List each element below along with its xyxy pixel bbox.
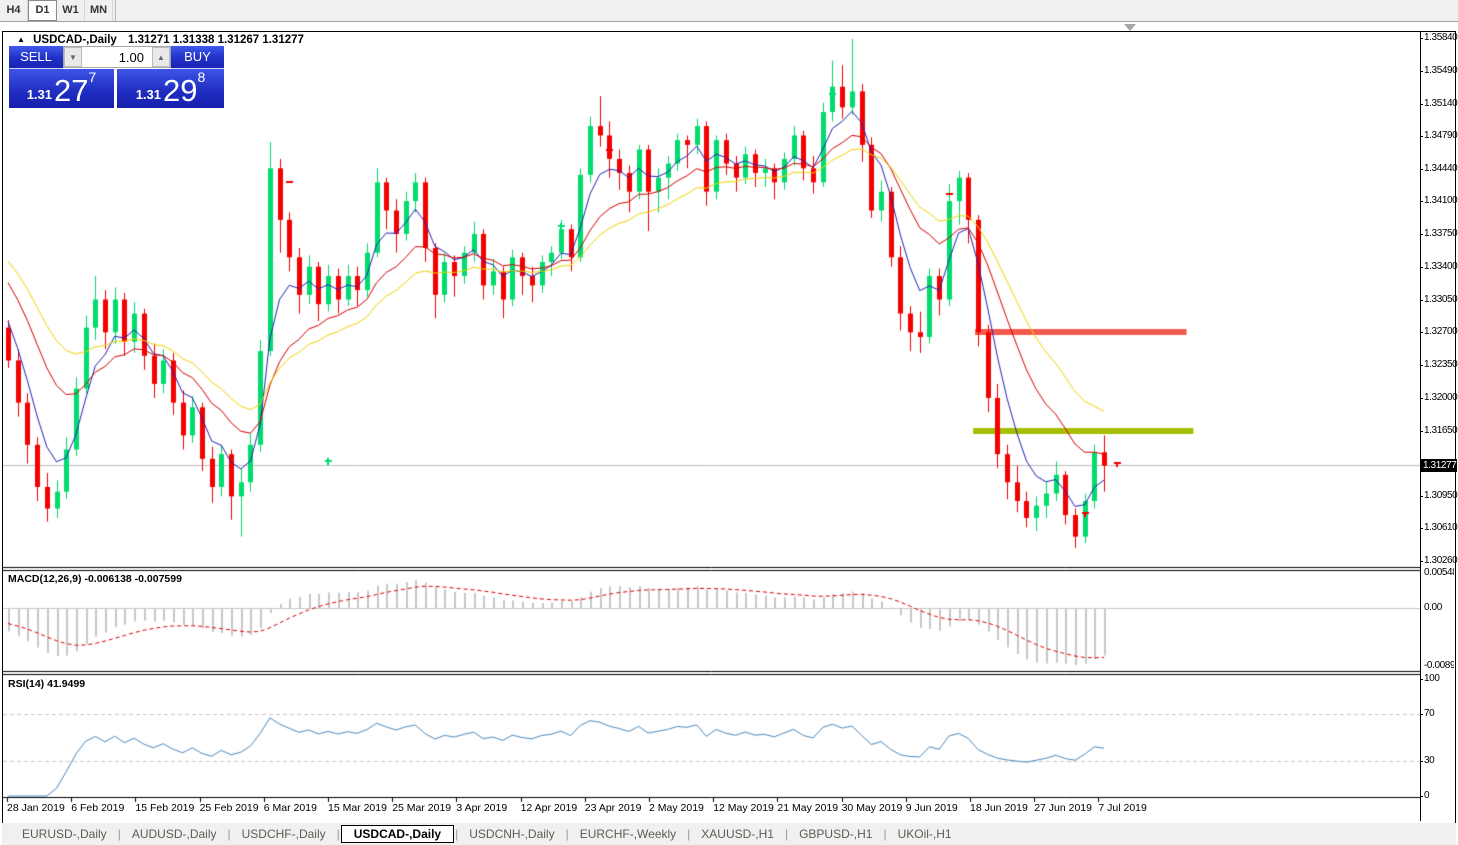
bid-big-digits: 27 xyxy=(54,73,89,108)
rsi-axis-label: 30 xyxy=(1419,754,1435,766)
macd-axis-label: 0.00 xyxy=(1424,602,1454,614)
volume-input[interactable] xyxy=(82,47,152,67)
time-axis-label: 30 May 2019 xyxy=(841,802,903,814)
time-axis-label: 25 Mar 2019 xyxy=(392,802,452,814)
price-axis-label: 1.33750 xyxy=(1419,227,1458,239)
bid-quote[interactable]: 1.31 27 7 xyxy=(9,69,114,108)
price-axis-label: 1.31650 xyxy=(1419,424,1458,436)
time-axis-label: 12 Apr 2019 xyxy=(520,802,578,814)
price-axis-label: 1.35140 xyxy=(1419,97,1458,109)
timeframe-button-mn[interactable]: MN xyxy=(85,0,113,21)
time-axis-label: 6 Mar 2019 xyxy=(263,802,317,814)
tab-xauusd-h1[interactable]: XAUUSD-,H1 xyxy=(701,827,774,841)
macd-name: MACD(12,26,9) xyxy=(8,573,82,585)
ask-pipette: 8 xyxy=(197,69,206,85)
price-axis-label: 1.30950 xyxy=(1419,490,1458,502)
rsi-axis-label: 70 xyxy=(1419,708,1435,720)
tab-eurchf-weekly[interactable]: EURCHF-,Weekly xyxy=(579,827,677,841)
timeframe-button-d1[interactable]: D1 xyxy=(28,0,57,21)
toolbar-divider xyxy=(115,0,116,21)
chart-title: ▲ USDCAD-,Daily 1.31271 1.31338 1.31267 … xyxy=(17,34,304,46)
price-axis-label: 1.33400 xyxy=(1419,260,1458,272)
tab-separator: | xyxy=(227,827,231,841)
time-axis-label: 3 Apr 2019 xyxy=(456,802,508,814)
macd-axis-label: -0.008979 xyxy=(1424,660,1454,671)
chart-tabs: EURUSD-,Daily | AUDUSD-,Daily | USDCHF-,Dail… xyxy=(2,823,1456,845)
time-axis[interactable]: 28 Jan 2019 6 Feb 2019 15 Feb 2019 25 Feb 2… xyxy=(3,799,1420,821)
ask-big-digits: 29 xyxy=(163,73,198,108)
time-axis-label: 27 Jun 2019 xyxy=(1034,802,1092,814)
scroll-to-end-icon[interactable] xyxy=(1124,24,1136,31)
time-axis-label: 7 Jul 2019 xyxy=(1098,802,1147,814)
sell-button[interactable]: SELL xyxy=(9,46,63,69)
chart-ohlc-values: 1.31271 1.31338 1.31267 1.31277 xyxy=(128,34,304,46)
macd-axis-label: 0.005484 xyxy=(1424,567,1454,578)
rsi-axis-label: 0 xyxy=(1419,790,1430,801)
volume-decrease-button[interactable]: ▼ xyxy=(64,47,82,67)
tab-separator: | xyxy=(687,827,691,841)
tab-separator: | xyxy=(784,827,789,841)
chart-symbol: USDCAD-,Daily xyxy=(33,34,117,46)
rsi-label: RSI(14) 41.9499 xyxy=(8,678,85,690)
rsi-value: 41.9499 xyxy=(47,678,86,690)
ask-quote[interactable]: 1.31 29 8 xyxy=(117,69,224,108)
rsi-name: RSI(14) xyxy=(8,678,45,690)
tab-separator: | xyxy=(455,827,459,841)
time-axis-label: 6 Feb 2019 xyxy=(71,802,125,814)
volume-increase-button[interactable]: ▲ xyxy=(152,47,170,67)
price-axis-label: 1.32350 xyxy=(1419,359,1458,371)
time-axis-label: 12 May 2019 xyxy=(713,802,774,814)
price-axis-label: 1.32000 xyxy=(1419,391,1458,403)
buy-button[interactable]: BUY xyxy=(171,46,224,69)
price-axis-label: 1.33050 xyxy=(1419,293,1458,305)
rsi-axis-label: 100 xyxy=(1420,673,1440,684)
time-axis-label: 15 Feb 2019 xyxy=(135,802,195,814)
current-price-badge: 1.31277 xyxy=(1421,458,1457,472)
tab-separator: | xyxy=(883,827,887,841)
price-chart-canvas[interactable] xyxy=(3,32,1420,821)
time-axis-label: 15 Mar 2019 xyxy=(328,802,387,814)
chart-collapse-icon[interactable]: ▲ xyxy=(17,35,25,44)
timeframe-button-w1[interactable]: W1 xyxy=(57,0,85,21)
price-axis-label: 1.34100 xyxy=(1419,195,1458,207)
time-axis-label: 2 May 2019 xyxy=(649,802,704,814)
volume-stepper: ▼ ▲ xyxy=(63,46,171,68)
price-axis-label: 1.35840 xyxy=(1419,32,1458,43)
tab-audusd-daily[interactable]: AUDUSD-,Daily xyxy=(131,827,217,841)
timeframe-button-h4[interactable]: H4 xyxy=(0,0,28,21)
one-click-trading-panel: SELL ▼ ▲ BUY 1.31 27 7 1.31 29 8 xyxy=(9,46,224,108)
tab-usdcad-daily[interactable]: USDCAD-,Daily xyxy=(340,825,455,843)
tab-gbpusd-h1[interactable]: GBPUSD-,H1 xyxy=(799,827,873,841)
price-axis-label: 1.30260 xyxy=(1419,555,1458,566)
price-axis-label: 1.32700 xyxy=(1419,326,1458,338)
chart-window: ▲ USDCAD-,Daily 1.31271 1.31338 1.31267 … xyxy=(2,31,1458,824)
price-axis[interactable]: 1.31277 1.35840 1.35490 1.35140 1.34790 1.34… xyxy=(1419,32,1458,821)
time-axis-label: 21 May 2019 xyxy=(777,802,839,814)
tab-usdchf-daily[interactable]: USDCHF-,Daily xyxy=(241,827,326,841)
tab-separator: | xyxy=(565,827,569,841)
time-axis-label: 25 Feb 2019 xyxy=(199,802,259,814)
tab-separator: | xyxy=(336,827,340,841)
time-axis-label: 18 Jun 2019 xyxy=(970,802,1028,814)
time-axis-label: 23 Apr 2019 xyxy=(584,802,642,814)
tab-separator: | xyxy=(117,827,121,841)
timeframe-toolbar: H4 D1 W1 MN xyxy=(0,0,1458,22)
price-axis-label: 1.30610 xyxy=(1419,522,1458,534)
tab-eurusd-daily[interactable]: EURUSD-,Daily xyxy=(22,827,107,841)
price-axis-label: 1.34440 xyxy=(1419,163,1458,175)
price-axis-label: 1.34790 xyxy=(1419,130,1458,142)
time-axis-label: 9 Jun 2019 xyxy=(905,802,958,814)
macd-label: MACD(12,26,9) -0.006138 -0.007599 xyxy=(8,573,182,585)
price-axis-label: 1.35490 xyxy=(1419,64,1458,76)
macd-values: -0.006138 -0.007599 xyxy=(84,573,182,585)
tab-ukoil-h1[interactable]: UKOil-,H1 xyxy=(897,827,952,841)
time-axis-label: 28 Jan 2019 xyxy=(7,802,65,814)
ask-prefix: 1.31 xyxy=(135,87,162,102)
bid-prefix: 1.31 xyxy=(26,87,53,102)
bid-pipette: 7 xyxy=(88,69,97,85)
tab-usdcnh-daily[interactable]: USDCNH-,Daily xyxy=(469,827,555,841)
